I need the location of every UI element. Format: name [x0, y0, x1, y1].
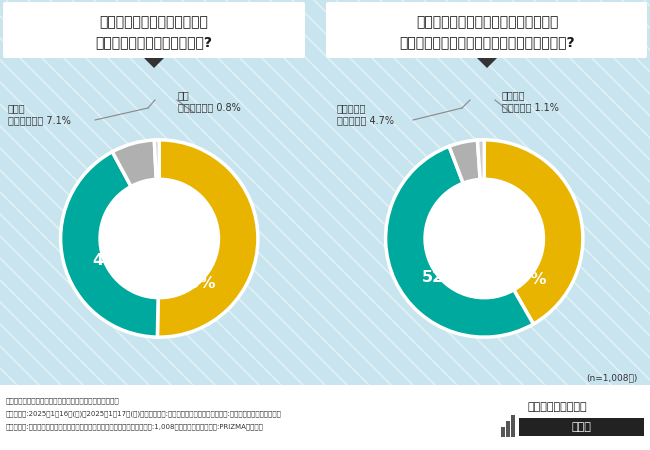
- Text: 全く有利: 全く有利: [502, 90, 525, 100]
- Text: やや: やや: [442, 217, 458, 230]
- Bar: [506, 421, 510, 437]
- FancyBboxPatch shape: [0, 385, 650, 450]
- Text: 50.3%: 50.3%: [161, 276, 216, 292]
- Text: 「調査概要：「就職活動シーズンの印象」に関する調査」: 「調査概要：「就職活動シーズンの印象」に関する調査」: [6, 397, 120, 404]
- Text: とても: とても: [177, 227, 201, 240]
- Wedge shape: [157, 140, 258, 337]
- FancyBboxPatch shape: [326, 2, 647, 58]
- Text: (n=1,008人): (n=1,008人): [586, 373, 638, 382]
- Text: 重要ではない 7.1%: 重要ではない 7.1%: [8, 115, 71, 125]
- Text: とても: とても: [507, 222, 531, 235]
- Wedge shape: [154, 140, 159, 180]
- Text: にならない 1.1%: にならない 1.1%: [502, 102, 559, 112]
- Text: どの程度重要だと考えますか?: どの程度重要だと考えますか?: [96, 35, 213, 49]
- Text: 重要: 重要: [181, 250, 197, 263]
- Wedge shape: [484, 140, 583, 324]
- FancyBboxPatch shape: [519, 418, 644, 436]
- Text: あまり: あまり: [8, 103, 25, 113]
- Text: 52.5%: 52.5%: [422, 270, 478, 285]
- Text: 有利になる: 有利になる: [430, 242, 470, 255]
- Wedge shape: [112, 140, 156, 186]
- Polygon shape: [144, 58, 164, 68]
- Text: プロセスでどの程度有利になると思いますか?: プロセスでどの程度有利になると思いますか?: [399, 35, 575, 49]
- Circle shape: [100, 179, 218, 298]
- Text: あまり有利: あまり有利: [337, 103, 367, 113]
- Wedge shape: [60, 152, 158, 337]
- Circle shape: [425, 179, 543, 298]
- Wedge shape: [478, 140, 484, 180]
- Wedge shape: [385, 146, 534, 337]
- Bar: [501, 427, 505, 437]
- Text: 面接時、候補者の第一印象は: 面接時、候補者の第一印象は: [99, 15, 209, 29]
- Text: ・調査対象:調査回答時に企業の人事担当者と回答したモニター　・調査人数:1,008人　・モニター提供元:PRIZMAリサーチ: ・調査対象:調査回答時に企業の人事担当者と回答したモニター ・調査人数:1,00…: [6, 423, 264, 430]
- Text: 41.8%: 41.8%: [92, 253, 148, 268]
- Text: メンズ: メンズ: [571, 422, 591, 432]
- Text: 重要ではない 0.8%: 重要ではない 0.8%: [178, 102, 240, 112]
- Text: ・調査期間:2025年1月16日(木)～2025年1月17日(金)　・調査方法:インターネット調査　・調査元:エミナルクリニックメンズ: ・調査期間:2025年1月16日(木)～2025年1月17日(金) ・調査方法:…: [6, 410, 282, 417]
- FancyBboxPatch shape: [3, 2, 305, 58]
- Text: やや重要: やや重要: [104, 224, 136, 237]
- Text: エミナルクリニック: エミナルクリニック: [528, 402, 588, 412]
- Text: 全く: 全く: [178, 90, 190, 100]
- Polygon shape: [477, 58, 497, 68]
- Text: にならない 4.7%: にならない 4.7%: [337, 115, 394, 125]
- Text: 41.7%: 41.7%: [491, 272, 547, 288]
- Wedge shape: [449, 140, 480, 183]
- Text: 有利になる: 有利になる: [499, 247, 539, 260]
- Text: 第一印象がよい候補者は、採用までの: 第一印象がよい候補者は、採用までの: [416, 15, 558, 29]
- Bar: [511, 415, 515, 437]
